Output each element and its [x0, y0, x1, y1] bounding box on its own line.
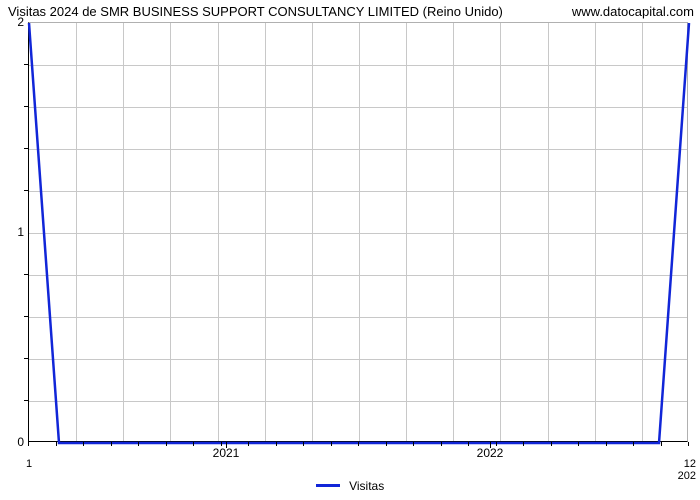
- y-minor-tick: [24, 358, 28, 359]
- x-major-tick: [226, 442, 227, 448]
- x-tick: [468, 442, 469, 446]
- x-tick: [633, 442, 634, 446]
- x-major-tick: [490, 442, 491, 448]
- y-minor-tick: [24, 400, 28, 401]
- x-tick: [413, 442, 414, 446]
- x-tick: [358, 442, 359, 446]
- x-tick: [83, 442, 84, 446]
- x-tick: [578, 442, 579, 446]
- legend-swatch: [316, 484, 340, 487]
- y-minor-tick: [24, 190, 28, 191]
- x-tick: [221, 442, 222, 446]
- y-tick-label: 2: [6, 15, 24, 29]
- chart-source: www.datocapital.com: [572, 4, 694, 19]
- x-tick: [276, 442, 277, 446]
- x-tick: [688, 442, 689, 446]
- y-minor-tick: [24, 316, 28, 317]
- x-tick: [331, 442, 332, 446]
- x-tick: [111, 442, 112, 446]
- y-tick-label: 1: [6, 225, 24, 239]
- x-tick: [303, 442, 304, 446]
- x-tick-label: 2021: [213, 446, 240, 460]
- x-tick: [496, 442, 497, 446]
- y-minor-tick: [24, 274, 28, 275]
- x-tick-label: 2022: [477, 446, 504, 460]
- x-tick: [386, 442, 387, 446]
- x-tick: [661, 442, 662, 446]
- legend: Visitas: [0, 478, 700, 493]
- x-tick: [56, 442, 57, 446]
- x-tick: [441, 442, 442, 446]
- y-tick-label: 0: [6, 435, 24, 449]
- legend-label: Visitas: [349, 479, 384, 493]
- y-minor-tick: [24, 148, 28, 149]
- x-tick: [551, 442, 552, 446]
- series-line: [29, 23, 689, 443]
- x-secondary-left: 1: [26, 458, 32, 470]
- x-tick: [138, 442, 139, 446]
- y-minor-tick: [24, 64, 28, 65]
- x-tick: [606, 442, 607, 446]
- x-tick: [193, 442, 194, 446]
- x-tick: [248, 442, 249, 446]
- plot-area: [28, 22, 688, 442]
- x-tick: [28, 442, 29, 446]
- x-tick: [166, 442, 167, 446]
- y-minor-tick: [24, 106, 28, 107]
- chart-title: Visitas 2024 de SMR BUSINESS SUPPORT CON…: [8, 4, 503, 19]
- x-tick: [523, 442, 524, 446]
